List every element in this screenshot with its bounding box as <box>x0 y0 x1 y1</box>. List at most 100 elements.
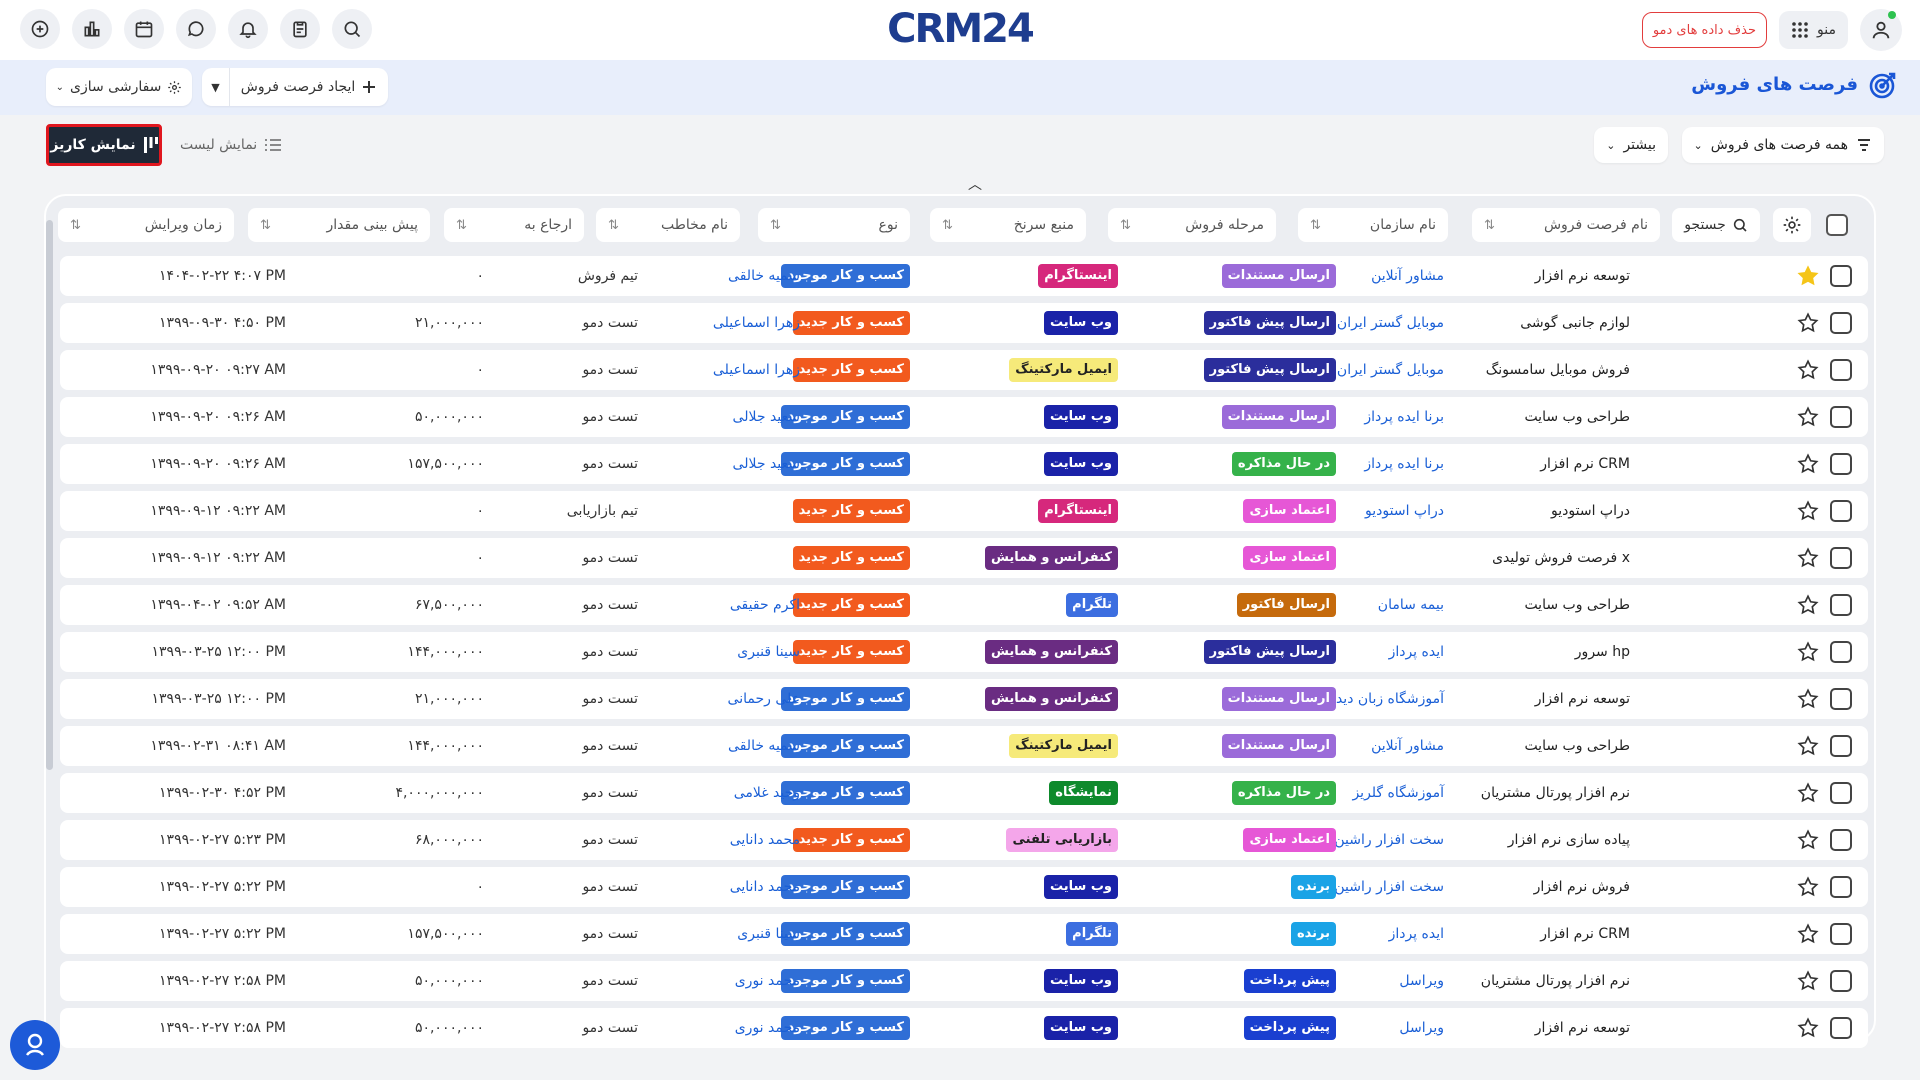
table-row[interactable]: طراحی وب سایت مشاور آنلاین ارسال مستندات ای… <box>60 726 1868 766</box>
favorite-star-button[interactable] <box>1795 1008 1821 1048</box>
contact-link[interactable]: سمیه خالقی <box>728 268 800 284</box>
favorite-star-button[interactable] <box>1795 914 1821 954</box>
row-checkbox[interactable] <box>1830 961 1852 1001</box>
collapse-chevron-icon[interactable]: ︿ <box>968 177 982 193</box>
table-row[interactable]: دراپ استودیو دراپ استودیو اعتماد سازی اینست… <box>60 491 1868 531</box>
contact-link[interactable]: سعید جلالی <box>732 456 800 472</box>
favorite-star-button[interactable] <box>1795 679 1821 719</box>
delete-demo-data-button[interactable]: حذف داده های دمو <box>1641 12 1768 48</box>
checkbox-box[interactable] <box>1830 782 1852 804</box>
table-scrollbar[interactable] <box>46 220 53 770</box>
row-checkbox[interactable] <box>1830 914 1852 954</box>
notifications-button[interactable] <box>228 9 268 49</box>
column-header-amount[interactable]: پیش بینی مقدار ⇅ <box>248 208 430 242</box>
row-checkbox[interactable] <box>1830 397 1852 437</box>
organization-link[interactable]: ایده پرداز <box>1388 644 1444 660</box>
column-header-type[interactable]: نوع ⇅ <box>758 208 910 242</box>
row-checkbox[interactable] <box>1830 1008 1852 1048</box>
row-checkbox[interactable] <box>1830 256 1852 296</box>
contact-link[interactable]: زهرا اسماعیلی <box>712 362 800 378</box>
column-header-name[interactable]: نام فرصت فروش ⇅ <box>1472 208 1660 242</box>
table-row[interactable]: نرم افزار CRM ایده پرداز برنده تلگرام کسب و … <box>60 914 1868 954</box>
checkbox-box[interactable] <box>1830 1017 1852 1039</box>
opportunity-name[interactable]: فروش موبایل سامسونگ <box>1485 362 1630 378</box>
contact-link[interactable]: وحید غلامی <box>733 785 800 801</box>
organization-link[interactable]: سخت افزار راشین <box>1334 879 1444 895</box>
favorite-star-button[interactable] <box>1795 256 1821 296</box>
checkbox-box[interactable] <box>1830 970 1852 992</box>
favorite-star-button[interactable] <box>1795 867 1821 907</box>
opportunity-name[interactable]: توسعه نرم افزار <box>1534 1020 1630 1036</box>
favorite-star-button[interactable] <box>1795 538 1821 578</box>
favorite-star-button[interactable] <box>1795 491 1821 531</box>
contact-link[interactable]: سعید جلالی <box>732 409 800 425</box>
opportunity-name[interactable]: توسعه نرم افزار <box>1534 691 1630 707</box>
opportunity-name[interactable]: نرم افزار CRM <box>1540 926 1630 942</box>
row-checkbox[interactable] <box>1830 491 1852 531</box>
user-profile-button[interactable] <box>1860 9 1902 51</box>
organization-link[interactable]: ویراسل <box>1399 1020 1444 1036</box>
row-checkbox[interactable] <box>1830 585 1852 625</box>
table-row[interactable]: نرم افزار پورتال مشتریان ویراسل پیش پرداخت… <box>60 961 1868 1001</box>
row-checkbox[interactable] <box>1830 867 1852 907</box>
organization-link[interactable]: آموزشگاه گلریز <box>1352 785 1444 801</box>
favorite-star-button[interactable] <box>1795 350 1821 390</box>
contact-link[interactable]: محمد نوری <box>734 973 800 989</box>
column-header-source[interactable]: منبع سرنخ ⇅ <box>930 208 1086 242</box>
row-checkbox[interactable] <box>1830 679 1852 719</box>
opportunity-name[interactable]: طراحی وب سایت <box>1524 409 1630 425</box>
table-row[interactable]: لوازم جانبی گوشی موبایل گستر ایران ارسال پ… <box>60 303 1868 343</box>
opportunity-name[interactable]: نرم افزار CRM <box>1540 456 1630 472</box>
favorite-star-button[interactable] <box>1795 632 1821 672</box>
checkbox-box[interactable] <box>1830 594 1852 616</box>
favorite-star-button[interactable] <box>1795 726 1821 766</box>
organization-link[interactable]: ویراسل <box>1399 973 1444 989</box>
calendar-button[interactable] <box>124 9 164 49</box>
contact-link[interactable]: محمد دانایی <box>729 832 800 848</box>
organization-link[interactable]: مشاور آنلاین <box>1371 738 1444 754</box>
contact-link[interactable]: اکرم حقیقی <box>729 597 800 613</box>
row-checkbox[interactable] <box>1830 632 1852 672</box>
filter-more-button[interactable]: بیشتر ⌄ <box>1594 127 1668 163</box>
opportunity-name[interactable]: سرور hp <box>1574 644 1630 660</box>
opportunity-name[interactable]: فرصت فروش تولیدی x <box>1492 550 1630 566</box>
filter-all-opportunities[interactable]: همه فرصت های فروش ⌄ <box>1681 127 1884 163</box>
checkbox-box[interactable] <box>1830 265 1852 287</box>
opportunity-name[interactable]: طراحی وب سایت <box>1524 597 1630 613</box>
crm24-logo[interactable]: CRM24 <box>887 6 1035 52</box>
row-checkbox[interactable] <box>1830 726 1852 766</box>
main-menu-button[interactable]: منو <box>1779 11 1848 49</box>
messages-button[interactable] <box>176 9 216 49</box>
organization-link[interactable]: ایده پرداز <box>1388 926 1444 942</box>
support-chat-button[interactable] <box>10 1020 60 1070</box>
organization-link[interactable]: موبایل گستر ایران <box>1336 362 1444 378</box>
organization-link[interactable]: برنا ایده پرداز <box>1364 409 1444 425</box>
column-header-stage[interactable]: مرحله فروش ⇅ <box>1108 208 1276 242</box>
reports-button[interactable] <box>72 9 112 49</box>
contact-link[interactable]: محمد نوری <box>734 1020 800 1036</box>
global-search-button[interactable] <box>332 9 372 49</box>
row-checkbox[interactable] <box>1830 773 1852 813</box>
table-settings-button[interactable] <box>1773 208 1811 242</box>
checkbox-box[interactable] <box>1830 735 1852 757</box>
contact-link[interactable]: علی رحمانی <box>727 691 800 707</box>
opportunity-name[interactable]: طراحی وب سایت <box>1524 738 1630 754</box>
organization-link[interactable]: آموزشگاه زبان دیدار <box>1325 691 1444 707</box>
tasks-button[interactable] <box>280 9 320 49</box>
favorite-star-button[interactable] <box>1795 961 1821 1001</box>
row-checkbox[interactable] <box>1830 820 1852 860</box>
table-search-button[interactable]: جستجو <box>1672 208 1760 242</box>
table-row[interactable]: توسعه نرم افزار مشاور آنلاین ارسال مستندات… <box>60 256 1868 296</box>
column-header-org[interactable]: نام سازمان ⇅ <box>1298 208 1448 242</box>
column-header-contact[interactable]: نام مخاطب ⇅ <box>596 208 740 242</box>
column-header-ref[interactable]: ارجاع به ⇅ <box>444 208 584 242</box>
opportunity-name[interactable]: پیاده سازی نرم افزار <box>1507 832 1630 848</box>
organization-link[interactable]: برنا ایده پرداز <box>1364 456 1444 472</box>
select-all-checkbox[interactable] <box>1826 214 1848 236</box>
favorite-star-button[interactable] <box>1795 397 1821 437</box>
table-row[interactable]: طراحی وب سایت بیمه سامان ارسال فاکتور تلگرا… <box>60 585 1868 625</box>
favorite-star-button[interactable] <box>1795 773 1821 813</box>
opportunity-name[interactable]: توسعه نرم افزار <box>1534 268 1630 284</box>
table-row[interactable]: توسعه نرم افزار ویراسل پیش پرداخت وب سایت کس… <box>60 1008 1868 1048</box>
row-checkbox[interactable] <box>1830 444 1852 484</box>
